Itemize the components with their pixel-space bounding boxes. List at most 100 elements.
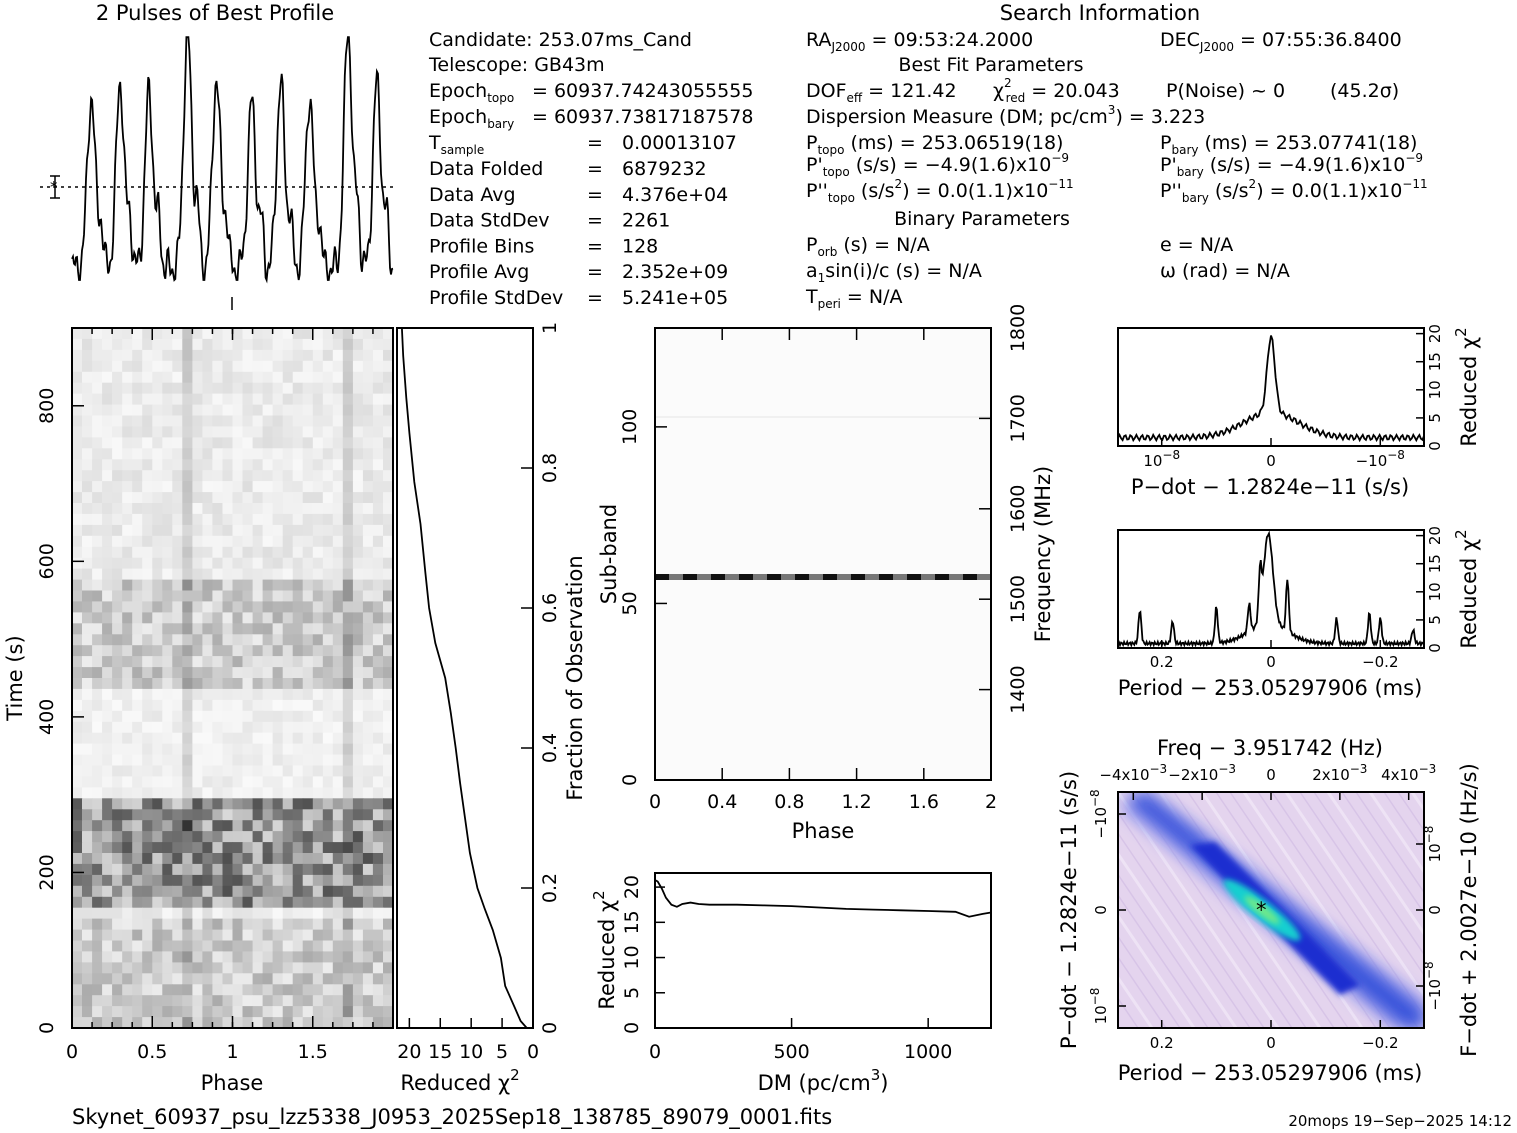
p-pdot-stripe: [1326, 792, 1424, 937]
info-row-label: Data StdDev: [429, 210, 550, 232]
p-pdot-stripe: [1482, 792, 1517, 1028]
profile-error-bar: *: [50, 175, 60, 199]
porb-text: Porb (s) = N/A: [806, 234, 930, 259]
subband-xlabel: Phase: [792, 819, 855, 843]
best-fit-title: Best Fit Parameters: [898, 54, 1083, 76]
top-tick-label: −2x10−3: [1168, 762, 1236, 784]
binary-title: Binary Parameters: [894, 208, 1070, 230]
y-tick-label: 0: [1426, 643, 1444, 653]
p-pdot-stripe: [1510, 792, 1517, 1028]
info-row-eq: =: [587, 210, 603, 232]
info-row-value: 6879232: [622, 158, 707, 180]
x-tick-label: 0: [1266, 653, 1276, 671]
x-tick-label: 0: [66, 1041, 78, 1063]
x-tick-label: 0.2: [1150, 653, 1174, 671]
y-tick-label: 5: [621, 987, 643, 999]
y-tick-label: 15: [621, 910, 643, 934]
cumulative-chi2-curve: [401, 327, 528, 1029]
p-pdot-stripe: [1284, 792, 1424, 999]
timestamp-text: 20mops 19−Sep−2025 14:12: [1288, 1112, 1512, 1130]
left-tick-label: 10−8: [1088, 988, 1110, 1025]
ptopo-text: Ptopo (ms) = 253.06519(18): [806, 132, 1063, 157]
info-row-eq: =: [587, 261, 603, 283]
sigma-text: (45.2σ): [1330, 80, 1399, 102]
epoch-topo-label: Epochtopo: [429, 80, 514, 105]
p-pdot-stripe: [1118, 792, 1280, 1028]
p-pdot-stripe: [1118, 811, 1265, 1028]
y-tick-label: 100: [619, 409, 641, 445]
dm-chi2-frame: [654, 872, 992, 1029]
info-row-value: 2261: [622, 210, 670, 232]
x-tick-label: −0.2: [1362, 1034, 1398, 1052]
x-tick-label: 0: [527, 1041, 539, 1063]
info-row-label: Data Folded: [429, 158, 543, 180]
right-tick-label: 0: [1426, 905, 1444, 915]
filename-text: Skynet_60937_psu_lzz5338_J0953_2025Sep18…: [72, 1105, 832, 1130]
p-pdot-stripe: [1118, 831, 1251, 1028]
pddot-topo-text: P''topo (s/s2) = 0.0(1.1)x10−11: [806, 177, 1074, 205]
info-row-eq: =: [587, 158, 603, 180]
x-tick-label: 0.8: [774, 791, 804, 813]
epoch-bary-value: = 60937.73817187578: [532, 106, 753, 128]
pddot-bary-text: P''bary (s/s2) = 0.0(1.1)x10−11: [1160, 177, 1428, 205]
y-tick-label: 15: [1426, 352, 1444, 371]
y2-tick-label: 1700: [1007, 394, 1029, 442]
y-tick-label: 20: [621, 875, 643, 899]
omega-text: ω (rad) = N/A: [1160, 260, 1290, 282]
p-pdot-ticks: 0.2 0 −0.2 −4x10−3 −2x10−3 0 2x10−3 4x10−3 −10−8…: [1088, 762, 1444, 1052]
x-tick-label: 2: [985, 791, 997, 813]
time-phase-plot: 0 0.5 1 1.5 0 200 400 600 800 Phase Time (s): [3, 327, 394, 1095]
profile-title: 2 Pulses of Best Profile: [96, 1, 334, 25]
y-tick-label: 15: [1426, 554, 1444, 573]
y-tick-label: 0.2: [539, 873, 561, 903]
p-pdot-stripe: [1118, 893, 1209, 1028]
p-pdot-stripe: [1118, 913, 1196, 1028]
period-chi2-ticks: 0.2 0 −0.2 0 5 10 15 20: [1150, 526, 1444, 671]
p-pdot-stripe: [1383, 792, 1424, 853]
p-pdot-stripe: [1355, 792, 1424, 894]
info-row-label: Profile Bins: [429, 235, 534, 257]
dm-xlabel: DM (pc/cm3): [758, 1066, 889, 1095]
y-tick-label: 0: [36, 1022, 58, 1034]
info-row-label: Profile Avg: [429, 261, 529, 283]
profile-plot: *: [40, 36, 395, 310]
dec-text: DECJ2000 = 07:55:36.8400: [1160, 29, 1402, 54]
x-tick-label: 20: [397, 1041, 421, 1063]
y2-tick-label: 1600: [1007, 485, 1029, 533]
period-ylabel: Reduced χ2: [1452, 529, 1481, 648]
p-pdot-stripe: [1299, 792, 1424, 977]
dm-chi2-plot: 0 500 1000 0 5 10 15 20 DM (pc/cm3) Reduced χ2: [590, 872, 992, 1095]
y-tick-label: 5: [1426, 615, 1444, 625]
pdot-xlabel: P−dot − 1.2824e−11 (s/s): [1131, 475, 1409, 499]
time-phase-xlabel: Phase: [201, 1071, 264, 1095]
x-tick-label: 0.5: [137, 1041, 167, 1063]
x-tick-label: −0.2: [1362, 653, 1398, 671]
profile-curve: [71, 36, 394, 284]
y2-tick-label: 1500: [1007, 575, 1029, 623]
p-pdot-heatmap: [1118, 792, 1517, 1028]
ra-text: RAJ2000 = 09:53:24.2000: [806, 29, 1033, 54]
top-tick-label: 2x10−3: [1312, 762, 1367, 784]
pdot-chi2-ticks: 10−8 0 −10−8 0 5 10 15 20: [1143, 324, 1444, 470]
candidate-text: Candidate: 253.07ms_Cand: [429, 29, 692, 51]
pdot-ylabel: Reduced χ2: [1452, 327, 1481, 446]
pdot-chi2-curve: [1117, 335, 1425, 443]
y-tick-label: 600: [36, 543, 58, 579]
cumulative-chi2-ylabel: Fraction of Observation: [563, 555, 587, 800]
p-pdot-stripe: [1118, 873, 1223, 1028]
p-pdot-plot: Freq − 3.951742 (Hz) * 0.2 0 −0.2 −4x10−3 −2…: [1057, 736, 1517, 1085]
info-row-value: 4.376e+04: [622, 184, 728, 206]
p-pdot-stripe: [1313, 792, 1424, 956]
x-tick-label: 15: [428, 1041, 452, 1063]
y-tick-label: 50: [619, 591, 641, 615]
info-row-value: 128: [622, 235, 658, 257]
epoch-bary-label: Epochbary: [429, 106, 514, 131]
epoch-topo-value: = 60937.74243055555: [532, 80, 753, 102]
telescope-text: Telescope: GB43m: [428, 54, 605, 76]
y-tick-label: 10: [1426, 380, 1444, 399]
pbary-text: Pbary (ms) = 253.07741(18): [1160, 132, 1417, 157]
x-tick-label: 0: [649, 1041, 661, 1063]
x-tick-label: 0: [1266, 452, 1276, 470]
x-tick-label: 1: [226, 1041, 238, 1063]
info-row-label: Data Avg: [429, 184, 516, 206]
